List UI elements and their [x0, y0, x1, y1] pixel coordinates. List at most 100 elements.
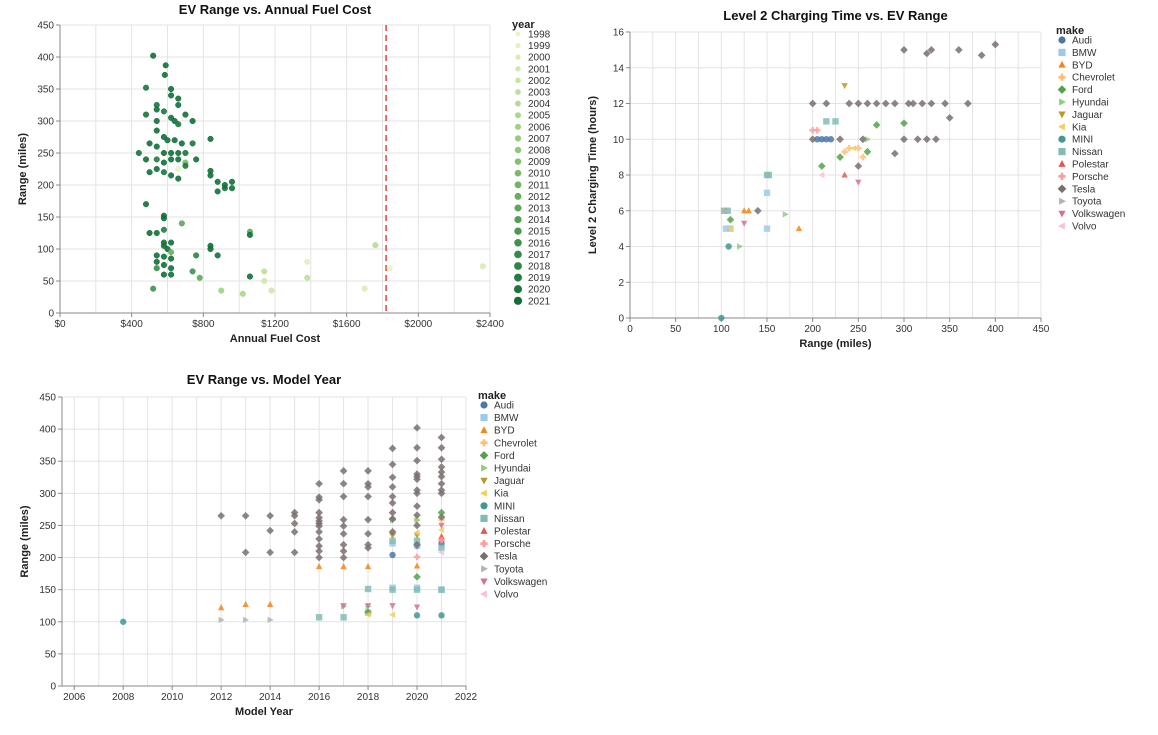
- fuel-point: [160, 108, 167, 115]
- year-point-nissan: [389, 537, 396, 545]
- legend-year-swatch: [514, 273, 522, 282]
- legend-make-swatch: [480, 514, 488, 522]
- year-point-tesla: [290, 548, 299, 557]
- legend-make-label: BYD: [1072, 60, 1093, 71]
- fuel-point: [189, 117, 196, 125]
- charge-point-tesla: [872, 99, 881, 108]
- year-point-toyota: [218, 616, 225, 624]
- legend-make-label: Kia: [494, 489, 509, 500]
- charge-point-volvo: [818, 171, 825, 179]
- year-point-audi: [389, 551, 396, 559]
- legend-year-swatch: [514, 204, 522, 212]
- fuel-point: [161, 71, 168, 78]
- fuel-point: [207, 135, 214, 142]
- year-point-byd: [242, 600, 249, 607]
- legend-make-label: Toyota: [494, 564, 524, 575]
- charge-point-ford: [900, 119, 908, 128]
- charge-point-byd: [795, 225, 803, 232]
- legend-year-label: 2011: [528, 180, 550, 191]
- legend-year-swatch: [514, 169, 522, 177]
- fuel-point: [168, 255, 175, 262]
- year-point-tesla: [437, 443, 446, 452]
- charge-point-hyundai: [782, 211, 789, 218]
- year-point-tesla: [266, 526, 274, 535]
- year-point-volkswagen: [389, 603, 396, 610]
- year-y-tick-label: 400: [39, 425, 56, 436]
- fuel-point: [142, 84, 150, 91]
- year-y-tick-label: 150: [39, 585, 56, 596]
- legend-make-label: Porsche: [1072, 172, 1109, 183]
- legend-year-label: 2017: [528, 250, 551, 261]
- fuel-point: [246, 273, 253, 280]
- year-point-tesla: [364, 515, 372, 524]
- fuel-point: [142, 111, 150, 118]
- charge-point-polestar: [841, 171, 848, 178]
- year-point-tesla: [437, 472, 446, 481]
- charge-point-chevrolet: [859, 153, 867, 161]
- fuel-point: [175, 101, 182, 109]
- fuel-point: [160, 215, 167, 222]
- fuel-point: [160, 159, 167, 166]
- fuel-point: [189, 268, 196, 275]
- charge-point-audi: [827, 136, 835, 143]
- year-point-tesla: [413, 423, 421, 432]
- fuel-point: [160, 261, 167, 269]
- fuel-y-tick-label: 250: [37, 149, 54, 160]
- fuel-point: [175, 121, 182, 128]
- year-point-tesla: [339, 547, 348, 555]
- year-point-tesla: [437, 455, 446, 464]
- legend-make-label: Ford: [1072, 85, 1093, 96]
- charge-point-tesla: [891, 149, 899, 158]
- charge-y-tick-label: 2: [618, 278, 624, 289]
- charge-point-kia: [850, 144, 857, 152]
- year-point-polestar: [438, 532, 445, 539]
- charge-point-tesla: [945, 113, 954, 122]
- charge-point-ford: [872, 121, 881, 129]
- fuel-x-tick-label: $800: [192, 319, 215, 330]
- year-point-nissan: [438, 544, 445, 552]
- year-y-tick-label: 250: [39, 521, 56, 532]
- charge-x-tick-label: 400: [987, 324, 1004, 335]
- charge-point-tesla: [941, 99, 949, 108]
- fuel-y-tick-label: 100: [37, 245, 54, 256]
- charge-point-tesla: [927, 99, 936, 108]
- fuel-point: [246, 231, 253, 238]
- legend-make-swatch: [1058, 222, 1065, 230]
- legend-make-label: Jaguar: [1072, 110, 1103, 121]
- year-point-tesla: [364, 529, 372, 538]
- charge-y-tick-label: 12: [613, 99, 625, 110]
- charge-point-tesla: [932, 135, 940, 144]
- charge-point-porsche: [814, 127, 821, 134]
- legend-year-swatch: [515, 54, 521, 60]
- legend-make-swatch: [1059, 197, 1066, 205]
- charge-point-nissan: [765, 171, 773, 179]
- year-point-nissan: [364, 585, 372, 593]
- fuel-point: [168, 149, 175, 157]
- fuel-point: [146, 169, 153, 176]
- year-point-hyundai: [414, 517, 421, 524]
- legend-make-label: Hyundai: [1072, 98, 1109, 109]
- charge-point-byd: [745, 207, 752, 214]
- legend-year-label: 2010: [528, 169, 551, 180]
- charge-y-tick-label: 14: [613, 63, 625, 74]
- year-point-byd: [266, 600, 274, 607]
- charge-y-tick-label: 4: [618, 242, 624, 253]
- year-point-tesla: [339, 467, 348, 475]
- year-point-tesla: [388, 499, 397, 507]
- fuel-point: [207, 245, 214, 253]
- charge-y-tick-label: 10: [613, 135, 625, 146]
- legend-make-swatch: [1058, 48, 1066, 56]
- year-point-volkswagen: [340, 603, 347, 610]
- legend-make-label: Polestar: [494, 527, 531, 538]
- legend-year-label: 2020: [528, 285, 551, 296]
- year-x-axis-title: Model Year: [235, 706, 294, 718]
- legend-make-label: Nissan: [1072, 147, 1103, 158]
- charge-point-nissan: [823, 118, 830, 125]
- charge-point-kia: [726, 225, 734, 232]
- fuel-point: [193, 156, 200, 163]
- year-y-tick-label: 50: [45, 649, 57, 660]
- year-point-porsche: [438, 537, 445, 544]
- charge-point-audi: [823, 136, 830, 143]
- charge-point-nissan: [832, 118, 839, 125]
- legend-year-swatch: [515, 100, 521, 107]
